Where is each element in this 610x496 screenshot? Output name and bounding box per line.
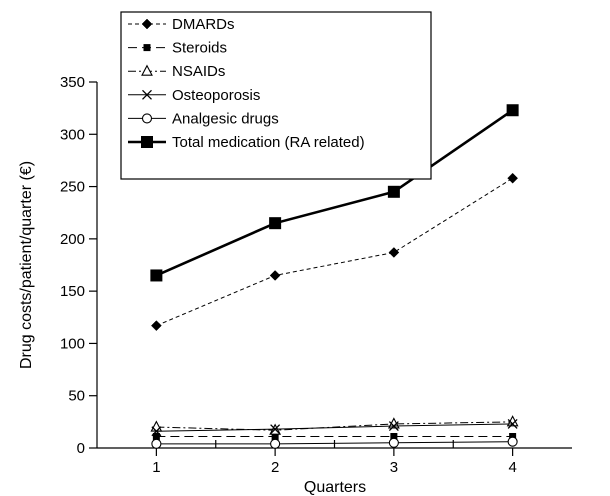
data-point [152, 432, 160, 440]
series-line [156, 421, 513, 431]
y-tick-label: 300 [60, 126, 85, 143]
data-point [388, 421, 399, 431]
x-tick-label: 1 [152, 459, 160, 476]
data-point [509, 432, 517, 440]
legend-label: Analgesic drugs [172, 110, 279, 127]
legend-marker [141, 136, 153, 148]
legend-item: Osteoporosis [128, 87, 260, 104]
data-point [270, 438, 281, 449]
legend-marker [142, 89, 152, 100]
legend-marker [141, 18, 153, 30]
data-point [507, 436, 518, 447]
legend-label: Steroids [172, 40, 227, 57]
legend-label: Osteoporosis [172, 87, 260, 104]
series-line [156, 423, 513, 432]
series-line [155, 109, 514, 277]
y-ticks: 0 50 100 150 200 250 300 350 [60, 74, 97, 457]
series-3 [151, 418, 518, 437]
data-point [270, 424, 281, 435]
data-point [390, 432, 398, 440]
data-point [269, 270, 281, 281]
x-axis-title: Quarters [304, 479, 366, 496]
data-point [151, 426, 162, 437]
y-axis-title: Drug costs/patient/quarter (€) [18, 161, 35, 369]
legend: DMARDs Steroids NSAIDs Osteoporosis Analgesi… [120, 11, 432, 180]
legend-box [120, 11, 432, 180]
legend-marker [143, 44, 151, 52]
legend-item: Steroids [128, 40, 227, 57]
data-point [150, 420, 163, 432]
series-line [156, 177, 513, 327]
x-ticks: 1 2 3 4 [152, 440, 517, 476]
legend-label: NSAIDs [172, 63, 225, 80]
series-line [156, 441, 513, 445]
series [150, 104, 519, 449]
legend-item: Total medication (RA related) [128, 134, 365, 151]
data-point [507, 172, 518, 184]
y-tick-label: 100 [60, 335, 85, 352]
legend-item: NSAIDs [128, 63, 225, 80]
y-tick-label: 150 [60, 283, 85, 300]
legend-marker [141, 113, 153, 124]
data-point [150, 269, 163, 282]
data-point [151, 320, 162, 332]
legend-label: DMARDs [172, 16, 235, 33]
y-tick-label: 200 [60, 231, 85, 248]
y-tick-label: 350 [60, 74, 85, 91]
series-5 [150, 104, 519, 282]
data-point [388, 437, 399, 448]
data-point [507, 418, 518, 429]
y-tick-label: 0 [77, 440, 85, 457]
legend-item: DMARDs [128, 16, 235, 33]
x-tick-label: 4 [508, 459, 516, 476]
x-tick-label: 2 [271, 459, 279, 476]
series-4 [151, 436, 518, 449]
series-0 [151, 172, 518, 332]
x-tick-label: 3 [390, 459, 398, 476]
data-point [269, 217, 282, 230]
legend-label: Total medication (RA related) [172, 134, 365, 151]
legend-item: Analgesic drugs [128, 110, 279, 127]
data-point [271, 432, 279, 440]
series-1 [152, 432, 517, 440]
data-point [387, 185, 400, 198]
data-point [151, 438, 162, 449]
legend-marker [141, 64, 153, 76]
data-point [506, 104, 519, 117]
y-tick-label: 50 [68, 388, 85, 405]
data-point [388, 247, 400, 258]
y-tick-label: 250 [60, 179, 85, 196]
